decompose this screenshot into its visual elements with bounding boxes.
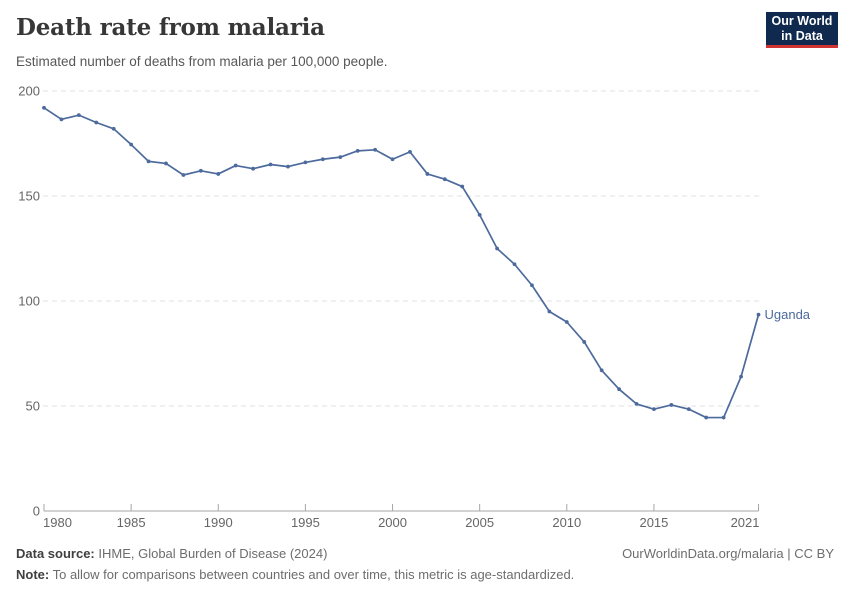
data-point — [495, 246, 499, 251]
data-point — [111, 126, 116, 131]
x-axis-label: 2015 — [639, 515, 668, 530]
data-point — [634, 402, 639, 406]
data-point — [146, 159, 151, 164]
data-series-line — [43, 106, 760, 419]
y-axis-label: 50 — [26, 399, 40, 414]
data-point — [76, 113, 81, 118]
owid-license-link[interactable]: OurWorldinData.org/malaria | CC BY — [622, 546, 834, 561]
data-point — [355, 148, 360, 153]
data-point — [42, 105, 46, 110]
chart-note-text: Note: To allow for comparisons between c… — [16, 567, 575, 582]
data-point — [721, 415, 726, 420]
page-title: Death rate from malaria — [16, 14, 325, 41]
data-point — [286, 164, 290, 169]
data-point — [460, 184, 465, 189]
data-point — [303, 160, 308, 165]
series-label-uganda: Uganda — [765, 307, 811, 322]
owid-logo-line1: Our World — [771, 14, 833, 28]
data-point — [425, 172, 430, 176]
y-axis-label: 100 — [18, 294, 40, 309]
data-point — [129, 142, 134, 147]
x-axis-label: 1985 — [117, 515, 146, 530]
x-axis-label: 2000 — [378, 515, 407, 530]
chart-subtitle: Estimated number of deaths from malaria … — [16, 54, 388, 69]
data-point — [390, 157, 395, 162]
data-point — [477, 213, 482, 217]
data-point — [181, 173, 186, 177]
x-axis-label: 2005 — [465, 515, 494, 530]
note-label: Note: — [16, 567, 50, 582]
data-point — [251, 166, 256, 171]
data-point — [686, 407, 691, 412]
data-point — [564, 320, 569, 324]
data-point — [408, 150, 412, 154]
data-point — [268, 162, 273, 167]
x-axis-label: 1980 — [43, 515, 72, 530]
data-point — [652, 407, 656, 412]
data-source-text: Data source: IHME, Global Burden of Dise… — [16, 546, 328, 561]
data-point — [216, 172, 221, 176]
data-point — [669, 403, 674, 407]
data-point — [739, 374, 743, 379]
data-point — [512, 262, 517, 267]
data-point — [94, 120, 99, 125]
data-point — [59, 117, 64, 122]
data-point — [582, 340, 587, 344]
data-point — [338, 155, 343, 160]
data-point — [373, 147, 378, 152]
data-point — [704, 415, 709, 420]
data-point — [320, 157, 325, 162]
data-point — [547, 309, 552, 314]
y-axis-label: 200 — [18, 84, 40, 99]
data-point — [530, 283, 534, 288]
y-axis-label: 150 — [18, 189, 40, 204]
data-point — [198, 168, 203, 173]
data-point — [164, 161, 168, 166]
x-axis-label: 1990 — [204, 515, 233, 530]
x-axis-label: 2010 — [552, 515, 581, 530]
chart-canvas: 0 50 100 150 200 1980 1985 1990 1995 2000 2005 2010… — [18, 84, 811, 531]
x-axis-label: 2021 — [731, 515, 760, 530]
owid-logo-line2: in Data — [781, 29, 823, 43]
data-point — [617, 387, 621, 392]
data-point — [599, 368, 604, 373]
owid-logo[interactable]: Our World in Data — [766, 12, 838, 48]
x-axis-label: 1995 — [291, 515, 320, 530]
data-source-label: Data source: — [16, 546, 95, 561]
chart-footer: Data source: IHME, Global Burden of Dise… — [16, 546, 834, 582]
y-axis-label: 0 — [33, 504, 40, 519]
data-point — [233, 163, 238, 168]
data-point — [756, 312, 761, 317]
data-point — [442, 177, 447, 182]
